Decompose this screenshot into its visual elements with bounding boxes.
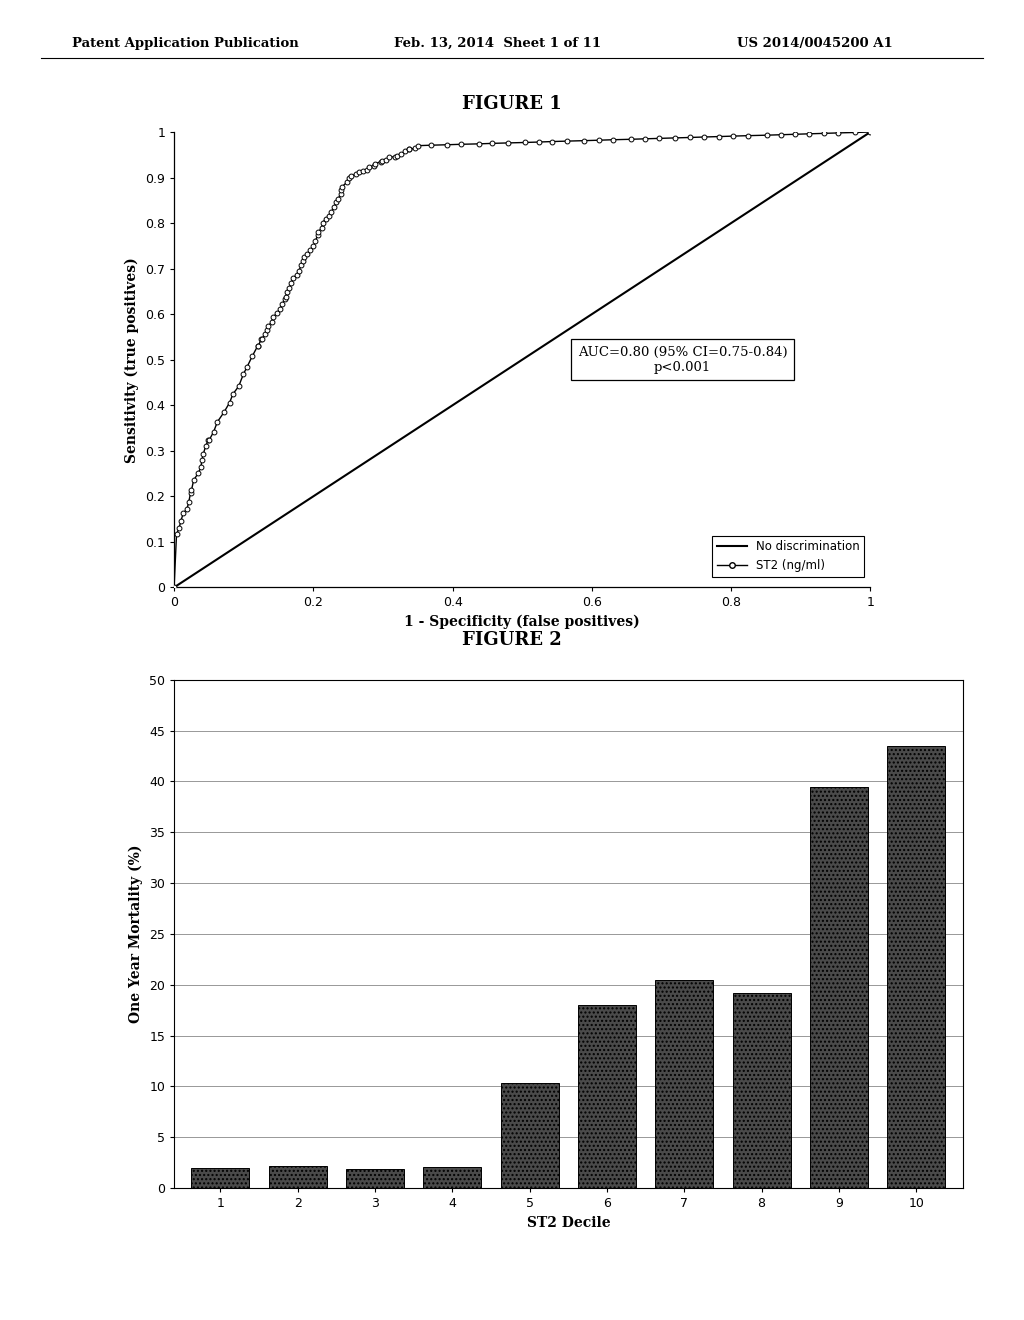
Legend: No discrimination, ST2 (ng/ml): No discrimination, ST2 (ng/ml) bbox=[713, 536, 864, 577]
Bar bbox=[887, 746, 945, 1188]
Text: FIGURE 1: FIGURE 1 bbox=[462, 95, 562, 114]
Text: FIGURE 2: FIGURE 2 bbox=[462, 631, 562, 649]
Text: US 2014/0045200 A1: US 2014/0045200 A1 bbox=[737, 37, 893, 50]
Y-axis label: Sensitivity (true positives): Sensitivity (true positives) bbox=[125, 257, 139, 462]
Bar bbox=[732, 993, 791, 1188]
Bar bbox=[810, 787, 868, 1188]
Text: Patent Application Publication: Patent Application Publication bbox=[72, 37, 298, 50]
Bar bbox=[501, 1084, 559, 1188]
Bar bbox=[655, 979, 714, 1188]
Y-axis label: One Year Mortality (%): One Year Mortality (%) bbox=[129, 845, 143, 1023]
Text: Feb. 13, 2014  Sheet 1 of 11: Feb. 13, 2014 Sheet 1 of 11 bbox=[394, 37, 601, 50]
X-axis label: ST2 Decile: ST2 Decile bbox=[526, 1216, 610, 1230]
Bar bbox=[346, 1168, 404, 1188]
Bar bbox=[423, 1167, 481, 1188]
X-axis label: 1 - Specificity (false positives): 1 - Specificity (false positives) bbox=[404, 615, 640, 630]
Bar bbox=[268, 1166, 327, 1188]
Bar bbox=[191, 1168, 250, 1188]
Bar bbox=[578, 1005, 636, 1188]
Text: AUC=0.80 (95% CI=0.75-0.84)
p<0.001: AUC=0.80 (95% CI=0.75-0.84) p<0.001 bbox=[578, 346, 787, 374]
